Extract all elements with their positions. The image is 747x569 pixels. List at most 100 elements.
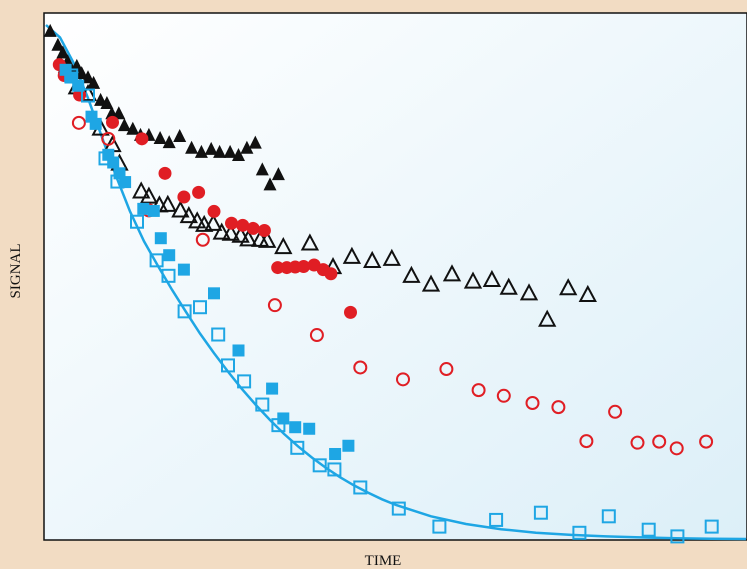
fit-curve: [45, 24, 747, 541]
open-square-point: [237, 374, 252, 389]
filled-square-point: [107, 156, 120, 169]
filled-circle-point: [207, 204, 221, 218]
open-triangle-point: [132, 181, 151, 199]
open-triangle-point: [274, 236, 293, 255]
filled-triangle-point: [51, 37, 65, 51]
open-square-point: [489, 512, 504, 527]
open-circle-point: [496, 388, 511, 403]
filled-triangle-point: [87, 75, 101, 89]
filled-circle-point: [177, 190, 191, 204]
filled-square-point: [177, 263, 190, 276]
open-square-point: [110, 174, 125, 189]
filled-triangle-point: [162, 135, 176, 149]
filled-triangle-point: [240, 140, 254, 154]
open-square-point: [221, 358, 235, 373]
open-triangle-point: [231, 225, 250, 243]
open-square-point: [161, 268, 176, 283]
open-triangle-point: [300, 233, 320, 251]
open-square-point: [312, 458, 327, 473]
open-circle-point: [699, 434, 714, 449]
open-square-point: [149, 253, 164, 268]
open-circle-point: [353, 360, 368, 375]
open-triangle-point: [221, 223, 240, 241]
filled-circle-point: [106, 115, 119, 129]
data-points-layer: [43, 23, 719, 544]
open-circle-point: [652, 434, 667, 449]
filled-triangle-point: [204, 141, 218, 155]
open-square-point: [533, 505, 548, 520]
filled-triangle-point: [43, 23, 57, 37]
open-square-point: [177, 304, 192, 319]
open-circle-point: [439, 362, 454, 377]
filled-triangle-point: [112, 106, 126, 120]
open-triangle-point: [382, 248, 401, 266]
open-triangle-point: [519, 283, 539, 301]
filled-circle-point: [192, 185, 206, 199]
filled-triangle-point: [271, 167, 285, 181]
open-circle-point: [669, 441, 684, 456]
filled-triangle-point: [223, 144, 237, 158]
open-triangle-point: [171, 200, 190, 218]
open-triangle-point: [421, 274, 441, 292]
open-triangle-point: [204, 213, 223, 231]
filled-triangle-point: [213, 144, 227, 158]
filled-square-point: [89, 117, 102, 130]
open-circle-point: [525, 396, 540, 411]
filled-triangle-point: [248, 135, 262, 149]
filled-circle-point: [135, 132, 149, 146]
plot-area: [43, 12, 747, 541]
open-square-point: [432, 519, 447, 534]
open-circle-point: [471, 383, 486, 398]
filled-triangle-point: [117, 118, 131, 132]
x-axis-label: TIME: [365, 553, 402, 569]
filled-triangle-point: [75, 66, 89, 80]
open-square-point: [130, 214, 144, 229]
open-square-point: [670, 529, 685, 544]
open-square-point: [193, 300, 207, 315]
open-square-point: [64, 68, 79, 83]
filled-square-point: [137, 202, 150, 215]
open-circle-point: [608, 404, 623, 419]
filled-circle-point: [225, 216, 238, 230]
filled-circle-point: [297, 260, 311, 274]
open-circle-point: [309, 328, 324, 343]
y-axis-label: SIGNAL: [8, 244, 24, 299]
filled-circle-point: [271, 261, 285, 275]
fit-curve-layer: [45, 24, 747, 541]
open-triangle-point: [139, 186, 159, 204]
open-square-point: [290, 440, 305, 455]
filled-circle-point: [257, 223, 271, 237]
open-circle-point: [195, 232, 210, 247]
open-square-point: [601, 509, 616, 524]
open-triangle-point: [499, 277, 518, 295]
filled-triangle-point: [255, 162, 269, 176]
filled-triangle-point: [126, 121, 140, 135]
filled-triangle-point: [263, 177, 277, 191]
open-triangle-point: [442, 264, 462, 282]
filled-square-point: [303, 422, 316, 435]
open-circle-point: [551, 400, 566, 415]
filled-triangle-point: [56, 45, 70, 59]
open-triangle-point: [538, 309, 557, 327]
filled-square-point: [147, 204, 160, 217]
filled-circle-point: [246, 221, 260, 235]
open-triangle-point: [482, 269, 502, 288]
open-square-point: [572, 525, 587, 540]
filled-triangle-point: [194, 144, 208, 158]
open-circle-point: [101, 131, 116, 146]
open-square-point: [255, 397, 270, 412]
filled-triangle-point: [232, 148, 245, 162]
open-square-point: [81, 88, 95, 103]
open-triangle-point: [179, 206, 198, 224]
filled-square-point: [266, 382, 279, 395]
open-square-point: [271, 418, 286, 433]
filled-circle-point: [324, 267, 338, 281]
open-triangle-point: [158, 194, 177, 212]
filled-circle-point: [236, 218, 250, 232]
filled-triangle-point: [153, 131, 167, 145]
open-triangle-point: [212, 222, 231, 240]
open-square-point: [327, 462, 342, 477]
filled-square-point: [329, 447, 342, 460]
open-triangle-point: [402, 265, 421, 283]
